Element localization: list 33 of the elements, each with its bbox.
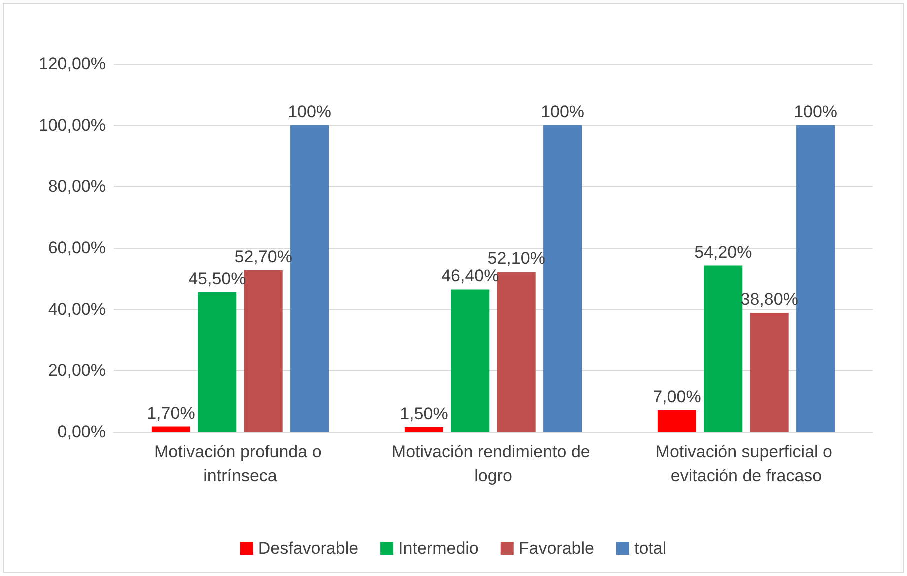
bar [244, 270, 283, 432]
data-label: 100% [794, 102, 838, 122]
bar [544, 125, 582, 432]
y-tick-label: 40,00% [48, 300, 106, 319]
bar [290, 125, 330, 432]
y-tick-label: 80,00% [48, 177, 106, 196]
legend-label: Intermedio [398, 539, 479, 558]
data-label: 1,50% [400, 404, 448, 424]
y-tick-label: 120,00% [38, 54, 106, 74]
bar [497, 272, 536, 432]
bar [750, 313, 789, 432]
bar [658, 410, 696, 432]
data-label: 100% [541, 102, 585, 122]
data-label: 7,00% [653, 388, 702, 407]
y-tick-label: 0,00% [58, 422, 106, 442]
bar [451, 290, 490, 432]
data-label: 54,20% [694, 242, 752, 262]
y-tick-label: 100,00% [38, 116, 106, 135]
bar [198, 292, 237, 432]
y-tick-label: 60,00% [48, 238, 106, 258]
bar [152, 426, 190, 432]
x-tick-label: Motivación rendimiento de logro [392, 442, 596, 486]
x-tick-label: Motivación superficial o evitación de fracaso [656, 442, 838, 486]
data-label: 100% [288, 102, 332, 122]
legend-label: Desfavorable [258, 539, 359, 558]
legend-label: Favorable [518, 539, 594, 558]
x-tick-label: Motivación profunda o intrínseca [154, 442, 326, 486]
legend-label: total [634, 539, 667, 558]
bar [796, 125, 836, 432]
bar [704, 266, 743, 432]
data-label: 1,70% [147, 404, 196, 423]
y-tick-label: 20,00% [48, 361, 106, 380]
bar [404, 427, 444, 432]
